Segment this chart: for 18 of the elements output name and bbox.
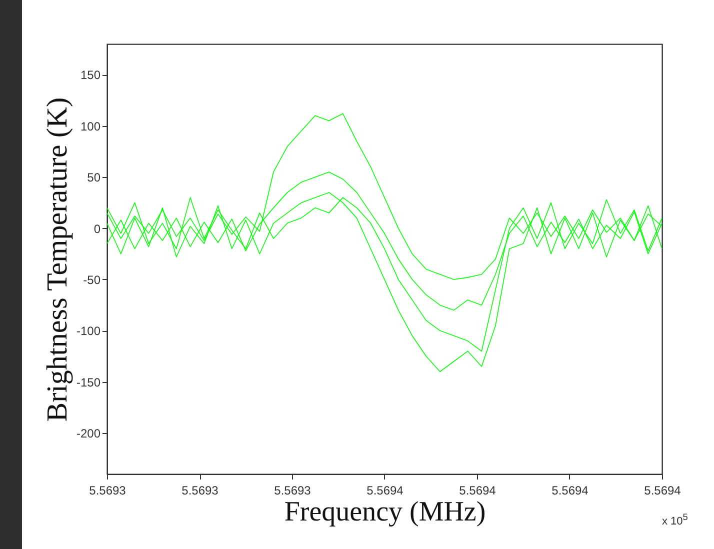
y-tick-label: 100 — [80, 119, 101, 134]
y-axis-title: Brightness Temperature (K) — [41, 97, 74, 422]
y-tick-label: -200 — [76, 426, 101, 441]
y-tick-label: 0 — [94, 222, 101, 236]
x-tick-label: 5.5694 — [644, 484, 682, 498]
y-tick-label: -150 — [76, 375, 101, 390]
y-tick-label: -100 — [76, 324, 101, 338]
x-tick-label: 5.5694 — [552, 484, 589, 498]
text: x 10$^{5}$ — [662, 512, 688, 528]
y-tick-label: 50 — [87, 170, 101, 185]
x-tick-label: 5.5694 — [459, 484, 496, 498]
x-tick-label: 5.5694 — [366, 484, 404, 498]
x-tick-label: 5.5693 — [274, 484, 312, 498]
x-tick-label: 5.5693 — [182, 484, 219, 498]
y-tick-label: 150 — [80, 68, 101, 82]
x-tick-label: 5.5693 — [89, 484, 126, 498]
y-tick-label: -50 — [83, 272, 101, 287]
x-axis-title: Frequency (MHz) — [284, 496, 486, 528]
